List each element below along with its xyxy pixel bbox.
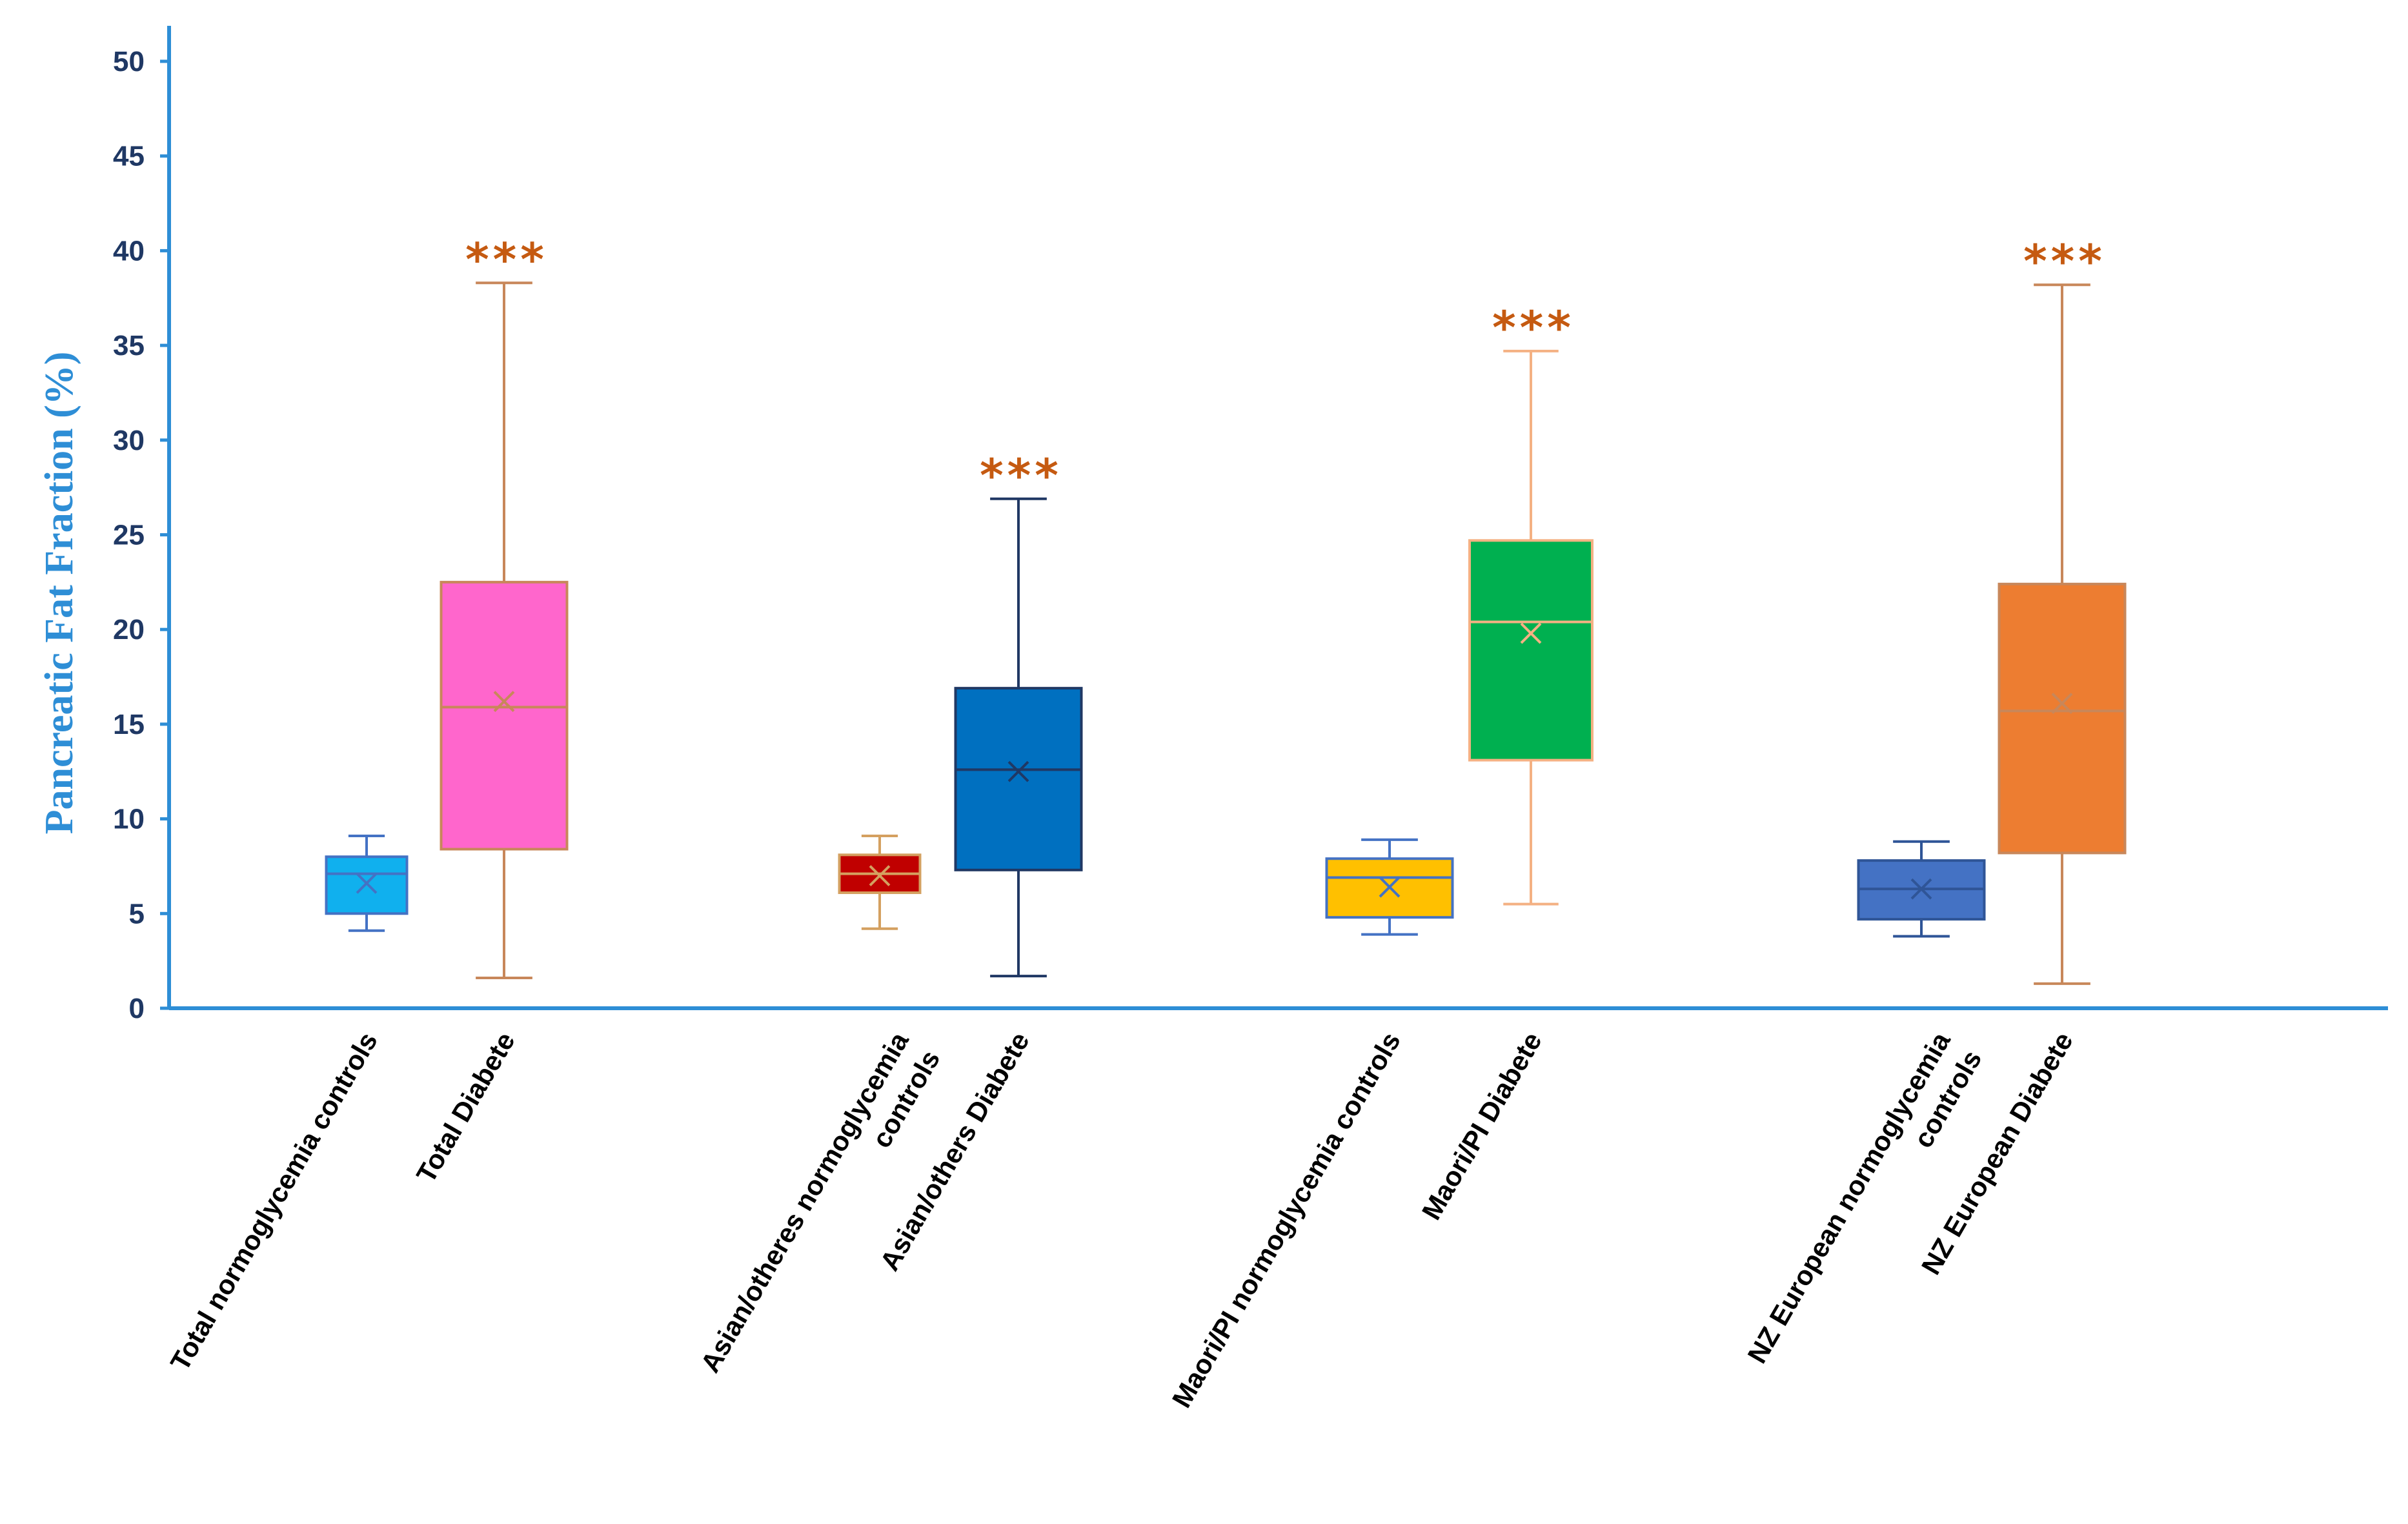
mean-marker (869, 865, 891, 887)
category-label-line: Asian/otheres normoglycemia (694, 1026, 915, 1377)
mean-marker (2051, 693, 2073, 715)
mean-marker (493, 691, 515, 713)
mean-marker (1520, 622, 1542, 644)
y-tick-label: 5 (129, 898, 145, 930)
y-tick-label: 10 (113, 804, 145, 835)
significance-marker: *** (1492, 301, 1575, 354)
category-label-line: Maori/PI Diabete (1416, 1027, 1548, 1224)
significance-marker: *** (980, 449, 1062, 502)
mean-marker (356, 872, 378, 894)
category-label-line: Maori/PI normoglycemia controls (1166, 1027, 1406, 1413)
y-tick-label: 30 (113, 425, 145, 456)
box-body (954, 687, 1083, 871)
category-label: Total normoglycemia controls (165, 1027, 383, 1376)
y-tick-label: 40 (113, 235, 145, 267)
box-body (440, 580, 569, 851)
y-axis-title: Pancreatic Fat Fraction (%) (37, 352, 81, 835)
box-body (325, 855, 409, 915)
y-tick-label: 35 (113, 330, 145, 361)
y-tick-label: 20 (113, 614, 145, 645)
category-label-line: NZ European normoglycemia (1741, 1026, 1956, 1368)
category-label-line: Total normoglycemia controls (165, 1027, 383, 1376)
y-tick-label: 50 (113, 46, 145, 77)
box-body (1468, 539, 1594, 762)
category-label: Total Diabete (410, 1027, 521, 1188)
y-tick-label: 25 (113, 520, 145, 551)
significance-marker: *** (465, 233, 548, 286)
mean-marker (1379, 876, 1401, 898)
axes-layer: 0 5 10 15 20 25 30 35 40 45 50 Pancreatic Fat Fract… (37, 26, 2388, 1024)
y-tick-label: 0 (129, 993, 145, 1024)
y-tick-label: 45 (113, 141, 145, 172)
y-tick-label: 15 (113, 709, 145, 740)
category-label: Maori/PI Diabete (1416, 1027, 1548, 1224)
category-label: Maori/PI normoglycemia controls (1166, 1027, 1406, 1413)
category-label-line: Total Diabete (410, 1027, 521, 1188)
mean-marker (1910, 878, 1932, 900)
boxes-layer (325, 281, 2127, 985)
significance-marker: *** (2023, 235, 2106, 288)
box-body (1998, 582, 2127, 855)
mean-marker (1007, 760, 1029, 782)
